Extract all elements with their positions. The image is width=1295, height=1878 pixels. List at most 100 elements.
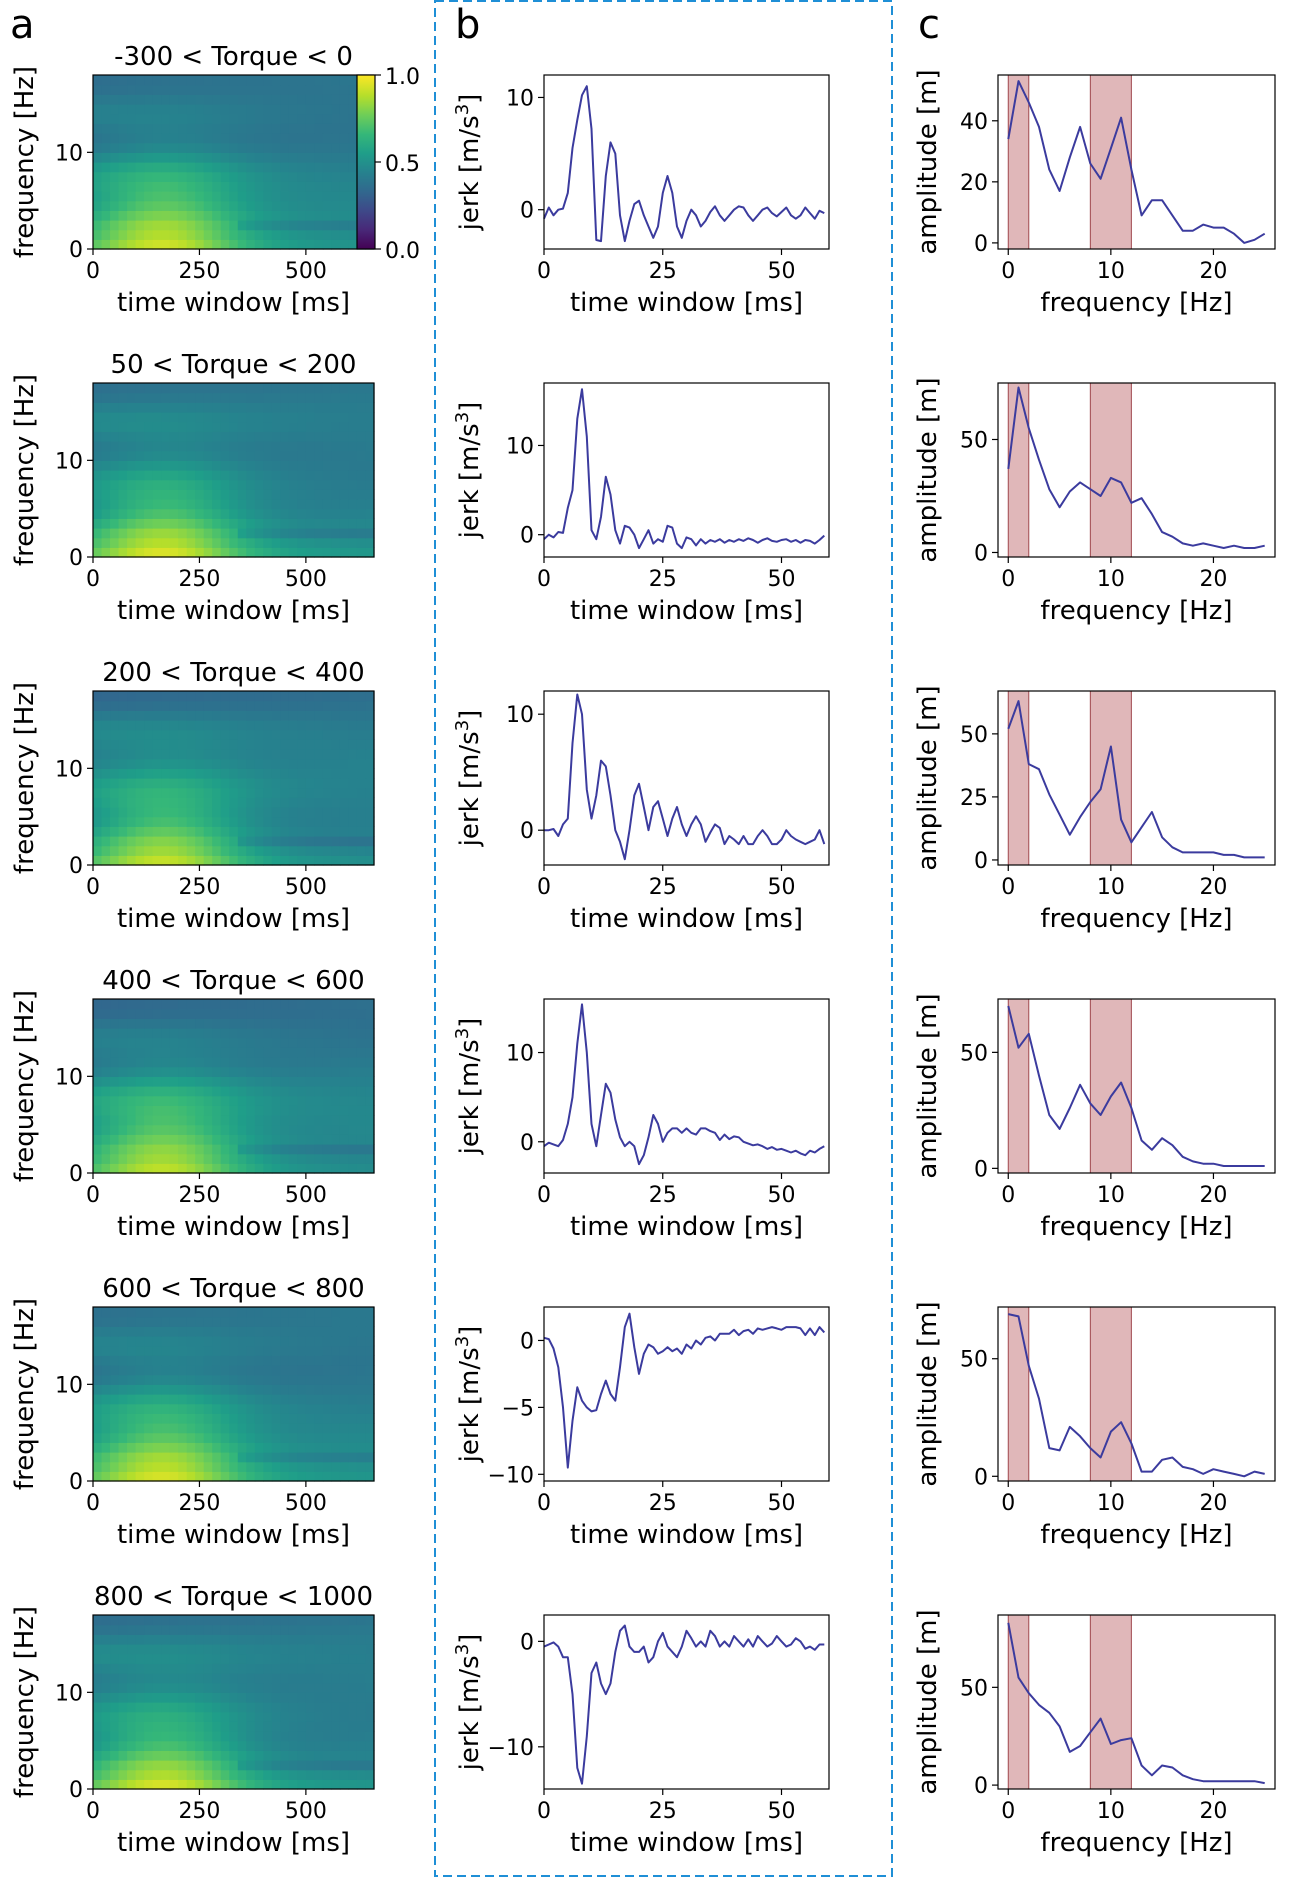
a-row0-cell (195, 200, 205, 211)
a-row1-cell (263, 431, 273, 442)
a-row1-cell (186, 489, 196, 500)
a-row5-cell (322, 1702, 333, 1713)
a-row2-cell (314, 729, 324, 740)
a-row3-cell (161, 1115, 171, 1126)
a-row2-cell (118, 700, 128, 711)
a-row0-cell (246, 162, 256, 173)
a-row4-cell (297, 1355, 307, 1366)
a-row4-cell (212, 1423, 222, 1434)
a-row2-cell (135, 720, 145, 731)
a-row1-cell (348, 392, 358, 403)
a-row0-cell (169, 104, 179, 115)
b-row1-xtick-label-2: 50 (768, 567, 796, 592)
a-row1-cell (348, 412, 358, 423)
a-row4-cell (220, 1345, 230, 1356)
a-row1-cell (356, 537, 367, 548)
a-row2-cell (331, 778, 341, 789)
a-row1-cell (101, 489, 111, 500)
a-row3-cell (93, 1095, 103, 1106)
a-row1-cell (237, 450, 247, 461)
a-row1-cell (152, 412, 162, 423)
a-row5-cell (331, 1692, 341, 1703)
a-row2-cell (322, 845, 333, 856)
a-row1-cell (254, 383, 264, 394)
a-row5-cell (135, 1721, 145, 1732)
a-row1-cell (127, 460, 137, 471)
a-row5-cell (280, 1673, 290, 1684)
a-row4-cell (229, 1442, 239, 1453)
a-row0-cell (93, 133, 103, 144)
a-row0-cell (161, 239, 171, 250)
a-row1-cell (331, 547, 341, 558)
a-row3-cell (203, 1153, 213, 1164)
a-row3-cell (127, 1144, 137, 1155)
a-row2-cell (212, 807, 222, 818)
a-row5-cell (348, 1653, 358, 1664)
a-row4-cell (220, 1403, 230, 1414)
a-row4-cell (331, 1316, 341, 1327)
a-row2-cell (195, 778, 205, 789)
a-row4-cell (339, 1384, 350, 1395)
a-row2-cell (169, 807, 179, 818)
a-row4-cell (186, 1316, 196, 1327)
a-row0-cell (271, 220, 281, 231)
a-row0-cell (118, 229, 128, 240)
c-row1-xtick-label-0: 0 (1001, 567, 1015, 592)
a-row5-cell (101, 1779, 111, 1790)
a-row1-cell (237, 421, 247, 432)
a-row3-cell (271, 1008, 281, 1019)
a-row1-ytick-label-0: 0 (69, 546, 83, 571)
a-row3-cell (161, 1163, 171, 1174)
a-row5-cell (178, 1644, 188, 1655)
a-row4-cell (161, 1374, 171, 1385)
a-row3-cell (118, 1153, 128, 1164)
a-row0-cell (297, 133, 307, 144)
a-row4-cell (161, 1442, 171, 1453)
a-row3-cell (152, 1037, 162, 1048)
a-row4-cell (144, 1355, 154, 1366)
a-row3-cell (169, 1028, 179, 1039)
a-row3-cell (220, 1153, 230, 1164)
a-row3-cell (365, 1028, 375, 1039)
a-row5-cell (271, 1634, 281, 1645)
a-row0-cell (331, 210, 341, 221)
a-row4-cell (135, 1336, 145, 1347)
a-row0-cell (297, 84, 307, 95)
a-row2-cell (220, 691, 230, 702)
a-row3-cell (127, 1134, 137, 1145)
a-row3-ytick-label-1: 10 (55, 1065, 83, 1090)
a-row3-cell (212, 1163, 222, 1174)
a-row3-cell (297, 1008, 307, 1019)
a-row5-cell (365, 1779, 375, 1790)
a-row0-cell (220, 220, 230, 231)
a-row2-cell (186, 729, 196, 740)
a-row2-xlabel: time window [ms] (117, 904, 350, 934)
a-row5-cell (195, 1634, 205, 1645)
a-row1-cell (322, 392, 333, 403)
a-row2-cell (348, 700, 358, 711)
a-row2-cell (110, 749, 120, 760)
a-row4-cell (135, 1403, 145, 1414)
a-row3-cell (271, 1134, 281, 1145)
a-row5-cell (93, 1769, 103, 1780)
a-row5-cell (356, 1644, 367, 1655)
a-row0-cell (280, 113, 290, 124)
a-row5-cell (229, 1769, 239, 1780)
a-row4-cell (229, 1336, 239, 1347)
a-row2-cell (186, 836, 196, 847)
a-row3-cell (305, 1153, 315, 1164)
a-row0-cell (152, 162, 162, 173)
a-row5-cell (203, 1634, 213, 1645)
a-row3-cell (331, 1037, 341, 1048)
a-row1-cell (127, 421, 137, 432)
a-row5-cell (186, 1624, 196, 1635)
a-row4-cell (229, 1316, 239, 1327)
a-row5-cell (152, 1769, 162, 1780)
a-row2-cell (229, 807, 239, 818)
a-row4-cell (288, 1461, 298, 1472)
a-row2-cell (203, 855, 213, 866)
a-row5-cell (118, 1682, 128, 1693)
a-row4-cell (195, 1452, 205, 1463)
a-row5-cell (263, 1740, 273, 1751)
a-row4-cell (152, 1452, 162, 1463)
